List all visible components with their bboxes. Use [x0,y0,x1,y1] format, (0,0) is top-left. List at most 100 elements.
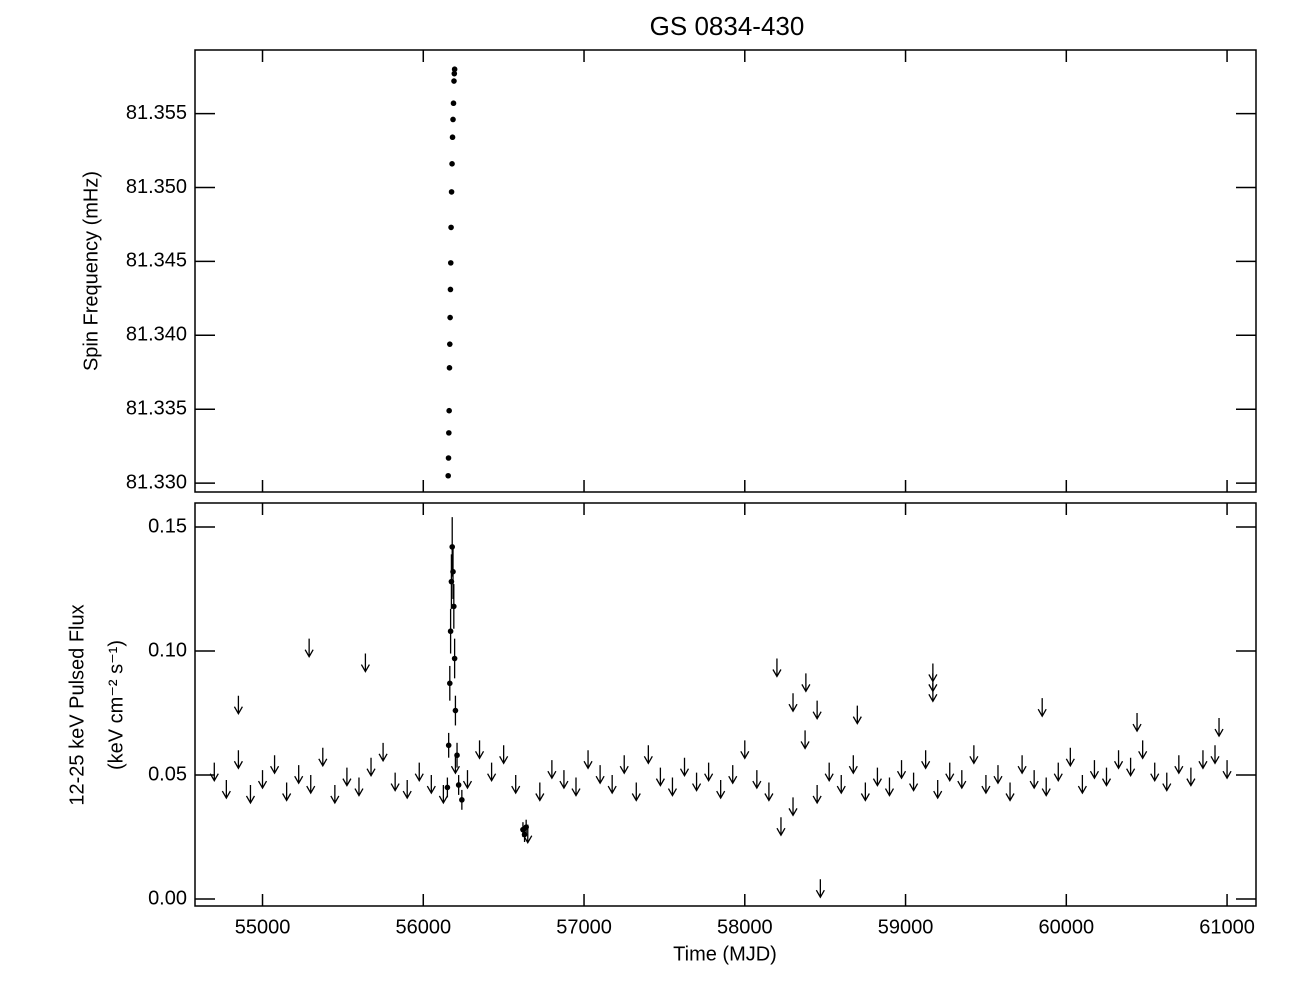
upper-limit-arrow [1101,767,1112,787]
y-axis-label: 12-25 keV Pulsed Flux [66,604,88,805]
upper-limit-arrow [928,683,938,703]
upper-limit-arrow [812,784,822,805]
upper-limit-arrow [583,750,593,770]
upper-limit-arrow [487,762,497,782]
data-point [449,134,456,141]
upper-limit-arrow [945,762,955,782]
upper-limit-arrow [1150,762,1160,782]
data-point [447,260,454,266]
upper-limit-arrow [788,797,798,817]
data-point [449,544,456,550]
y-tick-label: 0.15 [148,515,187,537]
upper-limit-arrow [981,775,991,795]
data-point [446,407,452,414]
y-tick-label: 0.00 [148,887,187,909]
upper-limit-arrow [800,730,810,750]
upper-limit-arrow [788,693,798,713]
upper-limit-arrow [245,784,256,805]
upper-limit-arrow [233,695,243,716]
x-tick-label: 56000 [395,916,451,938]
upper-limit-arrow [909,772,919,792]
upper-limit-arrow [318,747,328,768]
upper-limit-arrow [1077,775,1087,795]
upper-limit-arrow [1222,760,1232,780]
upper-limit-arrow [969,745,979,765]
upper-limit-arrow [801,673,811,693]
upper-limit-arrow [547,760,557,780]
upper-limit-arrow [1126,757,1136,778]
upper-limit-arrow [740,740,750,760]
data-point [444,784,451,791]
upper-limit-arrow [360,653,370,673]
data-point [451,603,457,610]
upper-limit-arrow [559,770,569,790]
upper-limit-arrow [462,770,473,790]
upper-limit-arrow [1029,770,1039,790]
upper-limit-arrow [378,742,388,763]
x-tick-label: 60000 [1038,916,1094,938]
y-tick-label: 0.10 [148,639,187,661]
y-tick-label: 81.340 [126,324,187,346]
upper-limit-arrow [426,775,436,795]
data-point [445,742,452,749]
y-tick-label: 81.335 [126,397,187,419]
upper-limit-arrow [1214,718,1224,738]
upper-limit-arrow [691,772,702,792]
upper-limit-arrow [933,780,943,800]
data-point [450,116,456,123]
data-point [447,680,453,687]
upper-limit-arrow [209,762,219,782]
upper-limit-arrow [221,780,231,800]
upper-limit-arrow [776,817,786,837]
chart-title: GS 0834-430 [650,11,805,41]
upper-limit-arrow [282,782,292,802]
data-point [454,752,460,759]
upper-limit-arrow [772,658,782,678]
upper-limit-arrow [354,777,364,797]
upper-limit-arrow [595,765,605,785]
data-point [447,341,453,347]
upper-limit-arrow [812,700,822,720]
data-point [446,365,453,371]
upper-limit-arrow [1162,772,1172,792]
upper-limit-arrow [872,767,882,787]
data-point [455,782,462,788]
data-point [459,797,465,803]
x-tick-label: 61000 [1199,916,1255,938]
x-tick-label: 58000 [717,916,773,938]
plot-frame [194,502,1257,907]
data-point [449,161,455,167]
upper-limit-arrow [474,740,485,760]
y-axis-label: Spin Frequency (mHz) [80,171,102,371]
upper-limit-arrow [860,782,870,802]
y-tick-label: 81.330 [126,471,187,493]
upper-limit-arrow [716,780,726,800]
x-tick-label: 59000 [878,916,934,938]
upper-limit-arrow [1113,750,1124,770]
upper-limit-arrow [571,777,581,797]
y-tick-label: 81.355 [126,102,187,124]
upper-limit-arrow [993,765,1003,785]
upper-limit-arrow [884,777,895,797]
data-point [450,100,457,107]
upper-limit-arrow [342,767,352,787]
upper-limit-arrow [414,762,424,782]
upper-limit-arrow [1037,698,1047,718]
y-tick-label: 0.05 [148,763,187,785]
data-point [448,189,455,195]
upper-limit-arrow [450,755,460,775]
upper-limit-arrow [848,755,858,775]
upper-limit-arrow [330,784,340,805]
upper-limit-arrow [852,705,862,725]
upper-limit-arrow [390,772,400,792]
upper-limit-arrow [1174,755,1184,775]
data-point [451,66,458,73]
data-point [452,707,459,714]
upper-limit-arrow [1089,760,1100,780]
upper-limit-arrow [1053,762,1063,782]
upper-limit-arrow [679,757,690,778]
data-point [448,224,454,231]
upper-limit-arrow [1138,740,1148,760]
upper-limit-arrow [836,775,846,795]
